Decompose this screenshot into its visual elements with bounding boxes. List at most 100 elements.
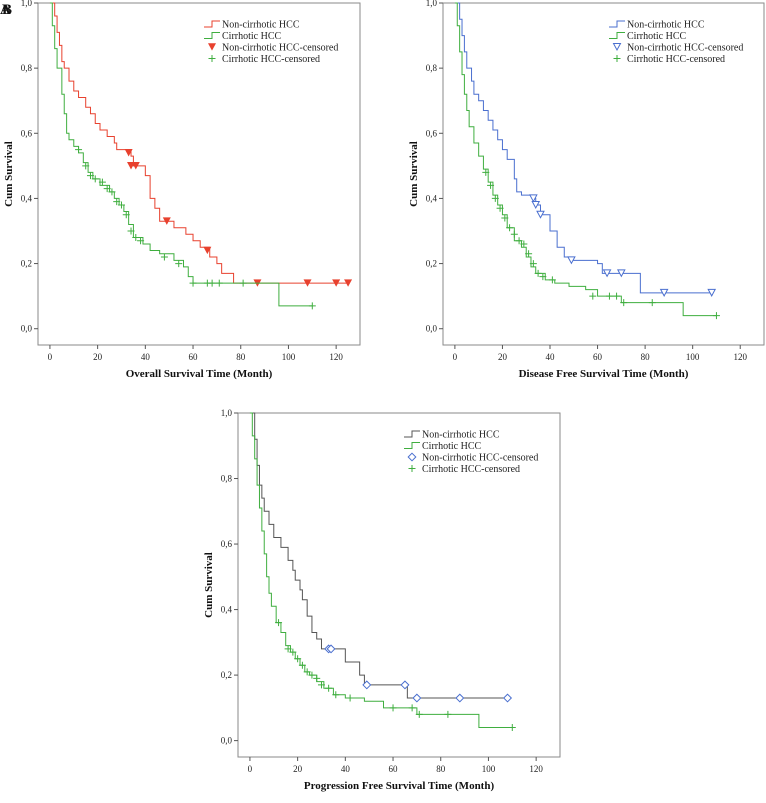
censor-mark: [510, 230, 518, 238]
censor-mark: [346, 694, 354, 702]
censor-mark: [362, 680, 372, 690]
censor-mark: [332, 691, 340, 699]
legend-line-swatch: [404, 430, 420, 438]
legend-marker-swatch: [207, 43, 217, 51]
censor-mark: [534, 269, 542, 277]
legend-label: Cirrhotic HCC-censored: [422, 464, 520, 475]
legend-label: Non-cirrhotic HCC: [222, 20, 300, 31]
x-tick-label: 0: [248, 764, 253, 774]
censor-mark: [605, 292, 613, 300]
x-tick-label: 60: [189, 352, 199, 362]
y-tick-label: 1,0: [426, 0, 438, 8]
legend-line-swatch: [204, 20, 220, 28]
censor-mark: [326, 644, 336, 654]
km-curve-series-2: [454, 2, 717, 317]
y-axis-title: Cum Survival: [3, 141, 15, 207]
y-tick-label: 0,4: [426, 193, 438, 203]
panel-letter-b: B: [2, 2, 12, 18]
censor-mark: [317, 681, 325, 689]
censor-mark: [117, 201, 125, 209]
censor-mark: [539, 273, 547, 281]
censor-mark: [444, 710, 452, 718]
censor-mark: [389, 704, 397, 712]
censor-mark: [131, 162, 140, 170]
y-tick-label: 0,4: [21, 193, 33, 203]
y-tick-label: 0,6: [21, 128, 33, 138]
km-panel-2: 0 20 40 60 80 100 120 0,0 0,2 0,4 0,6 0,8 1,0 Disease…: [408, 0, 765, 380]
legend-line-swatch: [204, 32, 220, 39]
censor-mark: [208, 279, 216, 287]
censor-mark: [103, 185, 111, 193]
censor-mark: [506, 224, 514, 232]
censor-mark: [455, 693, 465, 703]
censor-mark: [548, 276, 556, 284]
censor-mark: [98, 178, 106, 186]
legend-label: Non-cirrhotic HCC-censored: [222, 43, 338, 54]
legend-marker-swatch: [612, 43, 622, 52]
x-tick-label: 0: [453, 352, 458, 362]
censor-mark: [203, 246, 212, 255]
y-tick-label: 0,2: [21, 259, 32, 269]
censor-mark: [113, 198, 121, 206]
censor-mark: [325, 684, 333, 692]
censor-mark: [189, 279, 197, 287]
x-tick-label: 100: [482, 764, 496, 774]
censor-mark: [648, 299, 656, 307]
censor-mark: [239, 279, 247, 287]
x-tick-label: 20: [293, 764, 303, 774]
y-tick-label: 0,8: [426, 63, 438, 73]
x-tick-label: 80: [436, 764, 446, 774]
censor-mark: [275, 619, 283, 627]
km-panel-3: 0 20 40 60 80 100 120 0,0 0,2 0,4 0,6 0,8 1,0 Progres…: [203, 408, 561, 792]
censor-mark: [294, 655, 302, 663]
censor-mark: [175, 260, 183, 268]
censor-mark: [503, 693, 513, 703]
censor-mark: [215, 279, 223, 287]
legend-label: Cirrhotic HCC: [627, 31, 686, 42]
censor-mark: [712, 312, 720, 320]
censor-mark: [137, 237, 145, 245]
censor-mark: [616, 269, 626, 278]
censor-mark: [482, 168, 490, 176]
x-tick-label: 20: [498, 352, 508, 362]
x-tick-label: 40: [141, 352, 151, 362]
censor-mark: [332, 279, 341, 287]
x-tick-label: 100: [686, 352, 700, 362]
y-axis-title: Cum Survival: [203, 552, 215, 618]
censor-mark: [298, 661, 306, 669]
censor-mark: [487, 181, 495, 189]
censor-mark: [303, 668, 311, 676]
y-tick-label: 1,0: [21, 0, 33, 8]
legend-marker-swatch: [407, 452, 417, 462]
legend-label: Cirrhotic HCC: [422, 441, 481, 452]
legend-line-swatch: [404, 442, 420, 449]
x-tick-label: 60: [389, 764, 399, 774]
censor-mark: [127, 227, 135, 235]
censor-mark: [344, 279, 353, 287]
legend-marker-swatch: [613, 55, 621, 62]
legend-label: Non-cirrhotic HCC: [627, 20, 705, 31]
censor-mark: [491, 194, 499, 202]
censor-mark: [567, 256, 576, 265]
censor-mark: [127, 162, 136, 170]
km-curve-series-1: [49, 2, 349, 284]
censor-mark: [602, 269, 612, 278]
censor-mark: [613, 292, 621, 300]
censor-mark: [536, 210, 545, 219]
censor-mark: [313, 674, 321, 682]
y-tick-label: 0,8: [21, 63, 33, 73]
x-tick-label: 0: [48, 352, 53, 362]
x-tick-label: 20: [93, 352, 103, 362]
legend-marker-swatch: [208, 55, 216, 62]
legend-line-swatch: [609, 20, 625, 28]
censor-mark: [529, 194, 538, 203]
censor-mark: [412, 693, 422, 703]
panel-letter-a: A: [0, 2, 11, 18]
y-tick-label: 0,0: [21, 324, 33, 334]
censor-mark: [531, 200, 541, 209]
x-axis-title: Disease Free Survival Time (Month): [519, 368, 689, 380]
legend-label: Non-cirrhotic HCC-censored: [422, 453, 538, 464]
y-tick-label: 0,6: [221, 539, 233, 549]
